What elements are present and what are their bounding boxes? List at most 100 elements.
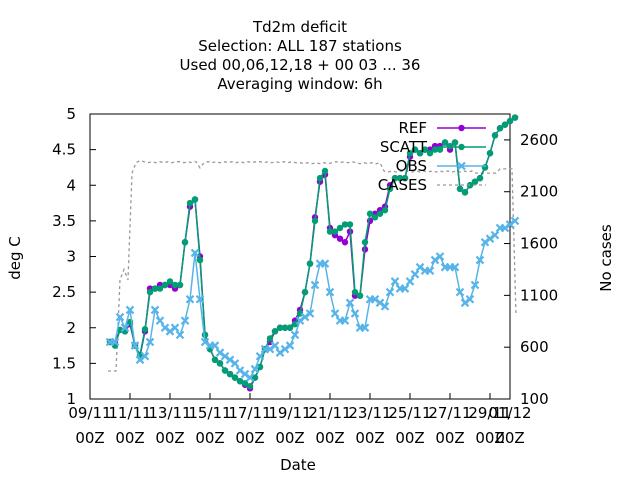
series-scatt-point <box>411 146 419 153</box>
series-scatt-point <box>406 149 414 157</box>
series-scatt-point <box>491 132 499 139</box>
series-scatt-point <box>306 260 314 267</box>
x-tick-label-date: 01/12 <box>488 404 531 422</box>
y2-axis: 100 600 1100 1600 2100 2600 <box>504 131 558 408</box>
series-obs-point <box>305 309 315 318</box>
series-obs-point <box>175 330 185 340</box>
x-tick-label-date: 15/11 <box>188 404 231 422</box>
series-obs-point <box>490 230 500 240</box>
series-scatt-point <box>176 281 184 289</box>
x-tick-label-date: 21/11 <box>308 404 351 422</box>
x-tick-label-hour: 00Z <box>155 429 184 447</box>
series-scatt-point <box>326 228 334 235</box>
series-scatt-point <box>156 285 164 292</box>
x-tick-label-date: 27/11 <box>428 404 471 422</box>
series-obs-point <box>115 312 125 322</box>
x-tick-label-date: 09/11 <box>68 404 111 422</box>
series-obs-point <box>385 287 395 297</box>
series-scatt-point <box>401 174 409 182</box>
series-scatt-point <box>451 139 459 146</box>
x-tick-label-date: 25/11 <box>388 404 431 422</box>
x-axis: 09/1100Z11/1100Z13/1100Z15/1100Z17/1100Z… <box>68 393 532 447</box>
series-scatt-point <box>441 139 449 146</box>
series-scatt-point <box>181 239 189 246</box>
series-obs-point <box>425 266 435 276</box>
series-scatt-point <box>221 367 229 374</box>
series-obs-point <box>435 252 445 261</box>
y-tick-label: 1 <box>66 390 76 408</box>
x-tick-label-hour: 00Z <box>475 429 504 447</box>
legend-label-cases: CASES <box>378 176 427 194</box>
x-tick-label-hour: 00Z <box>435 429 464 447</box>
y2-tick-label: 1600 <box>520 235 558 253</box>
x-tick-label-date: 19/11 <box>268 404 311 422</box>
x-tick-label-date: 13/11 <box>148 404 191 422</box>
series-obs-point <box>180 316 190 325</box>
y2-tick-label: 600 <box>520 338 549 356</box>
series-obs-point <box>320 259 330 268</box>
series-obs-point <box>270 341 280 350</box>
series-obs-point <box>120 323 130 333</box>
series-scatt-point <box>456 185 464 193</box>
series-scatt-point <box>486 149 494 157</box>
series-obs-point <box>170 323 180 333</box>
series-obs-point <box>125 305 135 315</box>
series-ref-point <box>341 239 349 246</box>
series-scatt-point <box>336 224 344 232</box>
legend-marker-obs <box>457 161 466 171</box>
series-scatt-point <box>246 382 254 390</box>
series-layer <box>105 114 520 392</box>
series-scatt-point <box>426 149 434 157</box>
x-tick-label-hour: 00Z <box>195 429 224 447</box>
series-scatt-point <box>216 360 224 367</box>
series-obs-point <box>195 294 205 304</box>
series-ref-point <box>336 235 344 242</box>
series-scatt-point <box>376 210 384 217</box>
x-tick-label-hour: 00Z <box>355 429 384 447</box>
x-axis-label: Date <box>280 456 316 474</box>
series-scatt-point <box>356 292 364 299</box>
series-obs-point <box>400 284 410 293</box>
legend-marker-ref <box>458 124 465 132</box>
series-obs-point <box>350 309 360 318</box>
series-scatt-point <box>256 363 264 371</box>
series-scatt-point <box>166 278 174 285</box>
series-scatt-point <box>416 149 424 157</box>
series-scatt-point <box>161 281 169 289</box>
series-scatt-point <box>396 174 404 182</box>
y-tick-label: 5 <box>66 105 76 123</box>
y2-axis-label: No cases <box>597 224 615 292</box>
series-obs-point <box>190 248 200 258</box>
series-scatt-point <box>461 189 469 196</box>
series-scatt-line <box>109 116 516 388</box>
title-line-1: Td2m deficit <box>252 18 347 36</box>
series-scatt-point <box>361 239 369 246</box>
series-scatt-point <box>341 221 349 228</box>
x-tick-label-date: 29/11 <box>468 404 511 422</box>
series-scatt-point <box>476 174 484 182</box>
plot-frame <box>89 113 511 400</box>
series-scatt-point <box>511 114 519 121</box>
series-scatt-point <box>381 206 389 214</box>
series-obs-point <box>130 341 140 350</box>
series-scatt-point <box>171 281 179 289</box>
series-obs-point <box>510 216 520 226</box>
series-obs-point <box>380 302 390 311</box>
series-scatt-point <box>481 164 489 171</box>
series-obs-point <box>450 262 460 272</box>
x-tick-label-date: 11/11 <box>108 404 151 422</box>
series-obs-point <box>310 280 320 290</box>
series-obs-point <box>325 287 335 297</box>
series-obs-point <box>475 255 485 265</box>
series-obs-point <box>255 351 265 361</box>
series-scatt-point <box>196 256 204 264</box>
y-tick-label: 1.5 <box>52 354 76 372</box>
series-scatt-point <box>506 117 514 125</box>
series-scatt-point <box>321 167 329 175</box>
legend-label-ref: REF <box>398 119 427 137</box>
title-line-3: Used 00,06,12,18 + 00 03 ... 36 <box>180 56 421 74</box>
series-obs-point <box>340 316 350 325</box>
y-axis-label: deg C <box>6 236 24 280</box>
